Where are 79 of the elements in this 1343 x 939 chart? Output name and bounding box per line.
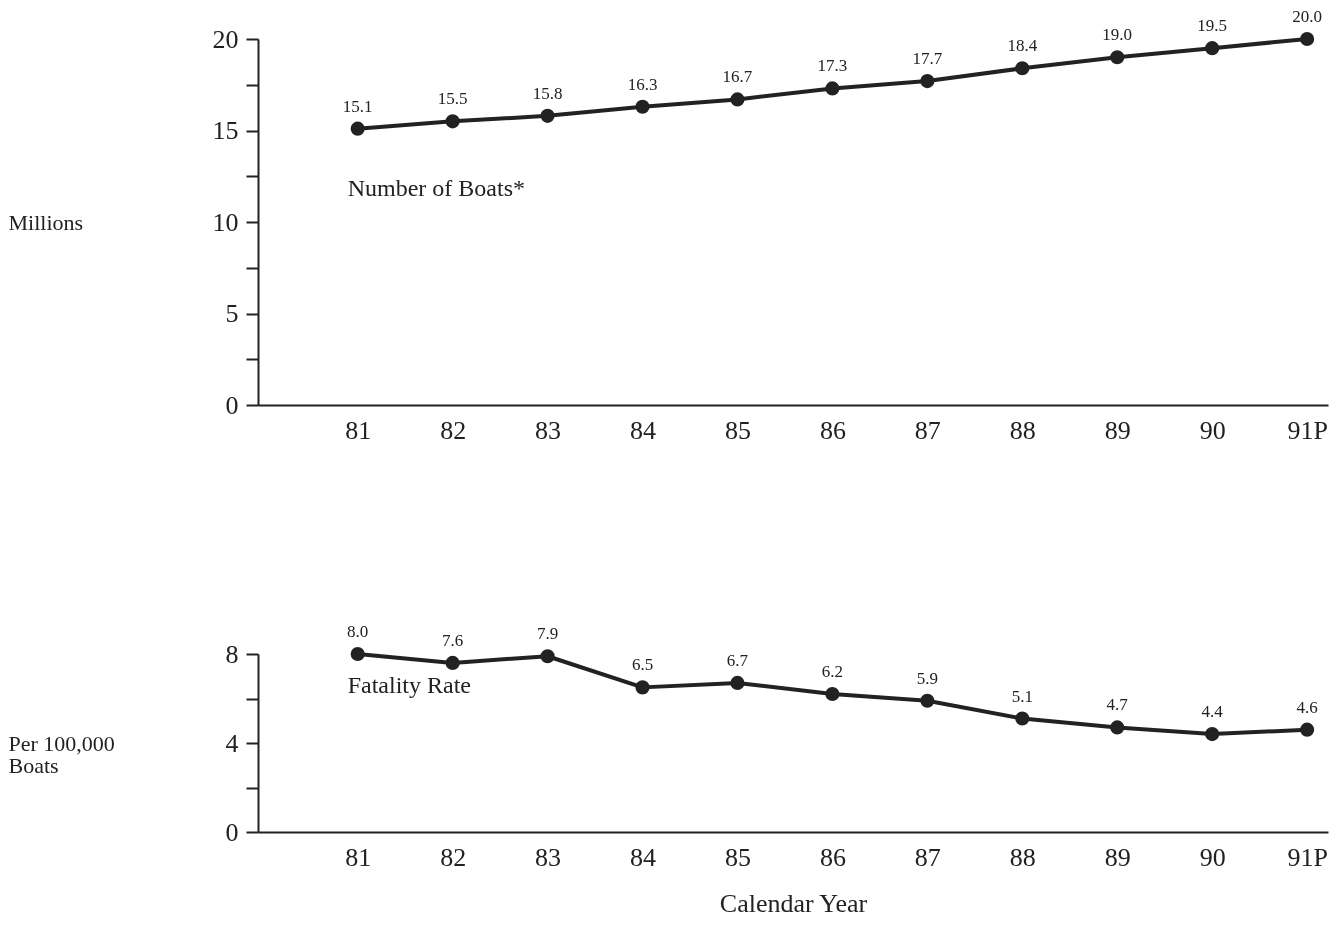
data-label: 6.2 [821, 662, 844, 682]
x-tick-label: 82 [440, 415, 467, 445]
point [730, 675, 745, 690]
y-tick-label: 15 [212, 116, 239, 145]
point [920, 693, 935, 708]
point [825, 81, 840, 96]
point [825, 686, 840, 702]
y-tick-label: 10 [212, 207, 239, 237]
x-tick-label: 84 [630, 415, 657, 445]
y-tick-label: 4 [225, 728, 239, 758]
point [1110, 720, 1125, 735]
x-tick-label: 89 [1104, 842, 1131, 872]
x-tick-label: 83 [535, 842, 562, 872]
data-label: 15.8 [532, 83, 563, 103]
x-tick-label: 85 [724, 415, 751, 445]
data-label: 8.0 [347, 622, 369, 641]
x-tick-label: 87 [914, 842, 941, 872]
data-label: 15.1 [342, 96, 373, 116]
y-tick-label: 8 [225, 639, 239, 669]
point [350, 646, 365, 662]
data-label: 20.0 [1292, 7, 1322, 26]
data-label: 17.3 [817, 56, 848, 76]
x-tick-label: 84 [630, 842, 657, 872]
data-label: 7.6 [442, 630, 464, 650]
data-label: 7.9 [536, 624, 559, 644]
point [635, 99, 650, 114]
data-label: 16.3 [627, 74, 658, 94]
x-tick-label: 86 [819, 415, 846, 445]
point [1015, 61, 1030, 76]
data-label: 4.6 [1296, 697, 1318, 717]
y-tick-label: 20 [212, 24, 239, 54]
series-label: Number of Boats* [347, 174, 525, 201]
data-label: 5.1 [1011, 686, 1033, 706]
x-tick-label: 83 [535, 415, 562, 445]
data-label: 5.9 [916, 668, 938, 688]
y-tick-label: 0 [225, 817, 239, 847]
point [1110, 50, 1125, 65]
x-tick-label: 90 [1199, 415, 1226, 445]
point [1300, 722, 1315, 737]
y-axis-title: Per 100,000 Boats [8, 730, 115, 778]
point [540, 108, 555, 123]
x-tick-label: 81 [345, 842, 372, 872]
data-label: 4.4 [1201, 702, 1224, 722]
data-label: 18.4 [1007, 36, 1038, 56]
x-tick-label: 88 [1009, 415, 1036, 445]
data-label: 4.7 [1106, 695, 1129, 715]
point [1205, 727, 1220, 742]
x-tick-label: 85 [724, 842, 751, 872]
x-axis-title: Calendar Year [719, 888, 868, 918]
data-label: 16.7 [722, 67, 753, 87]
x-tick-label: 86 [819, 842, 846, 872]
series-label: Fatality Rate [347, 672, 471, 698]
point [730, 92, 745, 107]
x-tick-label: 81 [345, 415, 372, 445]
point [445, 655, 460, 670]
point [1015, 711, 1030, 726]
data-label: 15.5 [437, 89, 468, 109]
point [540, 649, 555, 664]
point [445, 114, 460, 129]
point [1205, 41, 1220, 56]
data-label: 6.5 [631, 655, 654, 675]
x-tick-label: 88 [1009, 842, 1036, 872]
point [350, 121, 365, 136]
x-tick-label: 91P [1287, 415, 1328, 445]
y-tick-label: 5 [225, 299, 239, 328]
y-tick-label: 0 [225, 390, 239, 420]
x-tick-label: 82 [440, 842, 467, 872]
x-tick-label: 91P [1287, 842, 1328, 872]
point [1300, 31, 1315, 47]
point [920, 74, 935, 89]
data-label: 19.0 [1102, 25, 1133, 45]
data-label: 19.5 [1197, 16, 1228, 36]
data-label: 6.7 [726, 650, 749, 670]
x-tick-label: 87 [914, 415, 941, 445]
point [635, 680, 650, 695]
y-axis-title: Millions [8, 209, 84, 235]
x-tick-label: 90 [1199, 842, 1226, 872]
data-label: 17.7 [912, 49, 943, 69]
x-tick-label: 89 [1104, 415, 1131, 445]
